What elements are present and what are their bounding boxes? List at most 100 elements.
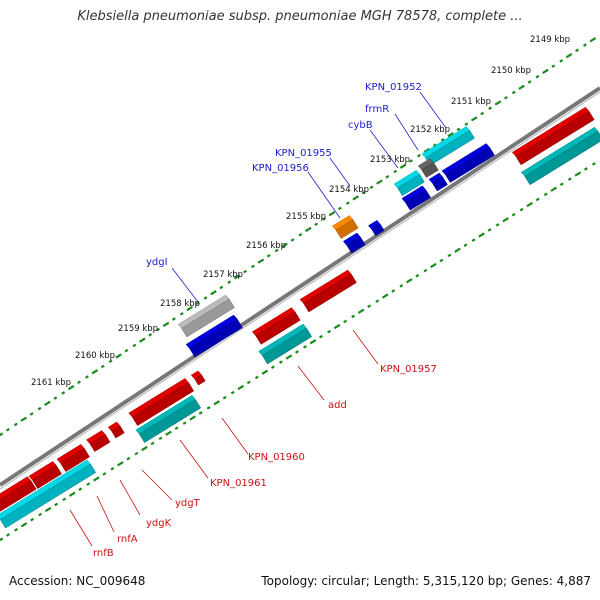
axis-tick (526, 201, 534, 208)
axis-tick (246, 380, 251, 385)
axis-tick (432, 143, 437, 147)
backbone-highlight (0, 91, 600, 490)
leader-line-3 (329, 157, 351, 187)
leader-line-12 (96, 495, 115, 533)
axis-tick (343, 319, 348, 324)
axis-tick (511, 90, 516, 95)
axis-tick (251, 264, 255, 269)
axis-tick (186, 305, 194, 312)
axis-tick (494, 100, 502, 106)
gene-ydgi-face (189, 318, 243, 358)
axis-tick (518, 84, 525, 90)
axis-tick (91, 369, 99, 375)
axis-tick (542, 68, 549, 75)
gene-kpn01956 (368, 220, 385, 236)
axis-tick (550, 186, 558, 192)
axis-tick (134, 451, 139, 456)
axis-tick (328, 211, 336, 217)
axis-tick (456, 127, 461, 132)
axis-tick (233, 274, 241, 280)
tick-label-6: 2155 kbp (286, 212, 326, 222)
gene-right-rev (511, 106, 595, 166)
axis-tick (478, 232, 485, 238)
axis-tick (303, 345, 307, 349)
axis-tick (351, 314, 356, 319)
accession-text: Accession: NC_009648 (9, 574, 146, 588)
gene-frmr-fwd-face (432, 176, 448, 192)
axis-tick (132, 343, 137, 348)
gene-rnf-cds (0, 459, 97, 529)
axis-tick (333, 323, 341, 330)
lower-tick-axis (0, 162, 596, 542)
axis-tick (375, 299, 380, 303)
tick-label-10: 2159 kbp (118, 324, 158, 334)
axis-tick (488, 106, 493, 111)
gene-cybb-cds (393, 170, 425, 196)
axis-tick (44, 400, 51, 406)
leader-line-1 (394, 113, 419, 151)
axis-tick (503, 95, 508, 100)
axis-tick (210, 290, 217, 296)
gene-ydgt (107, 421, 125, 439)
topology-text: Topology: circular; Length: 5,315,120 bp… (261, 574, 591, 588)
gene-frmr (417, 158, 439, 178)
axis-tick (62, 497, 67, 502)
gene-label-bottom-1: add (328, 400, 347, 411)
axis-tick (206, 406, 211, 410)
axis-tick (527, 80, 532, 84)
axis-tick (195, 301, 200, 306)
gene-ydgi-pseudo-face (181, 298, 235, 338)
leader-line-11 (119, 479, 141, 516)
gene-cybb (401, 185, 431, 211)
axis-tick (519, 207, 524, 212)
tick-label-9: 2158 kbp (160, 299, 200, 309)
axis-tick (511, 212, 516, 217)
axis-tick (439, 258, 444, 263)
gene-kpn01957 (299, 269, 357, 313)
axis-tick (213, 400, 220, 406)
axis-tick (5, 427, 10, 432)
axis-tick (406, 278, 413, 284)
axis-tick (399, 284, 404, 288)
axis-tick (319, 334, 323, 339)
gene-label-bottom-3: KPN_01961 (210, 478, 267, 489)
axis-tick (430, 262, 437, 269)
axis-tick (463, 243, 468, 247)
axis-tick (86, 482, 91, 486)
leader-line-7 (297, 365, 325, 401)
gene-rnfb (28, 461, 62, 489)
axis-tick (141, 445, 148, 452)
gene-label-top-3: KPN_01955 (275, 148, 332, 159)
leader-line-8 (221, 417, 249, 455)
upper-tick-axis (0, 37, 597, 437)
axis-tick (314, 222, 319, 226)
axis-tick (357, 308, 365, 314)
gene-right-cds-face (524, 130, 600, 186)
axis-tick (345, 201, 350, 205)
gene-ydgt-face (111, 425, 125, 439)
axis-tick (0, 432, 4, 437)
gene-ydgk (86, 430, 111, 452)
axis-tick (423, 268, 428, 273)
tick-label-8: 2157 kbp (203, 270, 243, 280)
axis-tick (124, 348, 129, 353)
axis-tick (304, 226, 312, 233)
gene-ydgi (185, 314, 243, 358)
axis-tick (30, 517, 35, 522)
gene-label-bottom-5: ydgK (146, 518, 172, 529)
axis-tick (53, 396, 58, 400)
axis-tick (44, 506, 52, 513)
gene-label-bottom-0: KPN_01957 (380, 364, 437, 375)
axis-tick (583, 167, 588, 171)
axis-tick (391, 289, 396, 293)
gene-frmr-fwd (428, 172, 448, 192)
leader-line-9 (179, 439, 209, 479)
gene-trna (331, 215, 359, 239)
axis-tick (309, 339, 317, 345)
tick-label-4: 2153 kbp (370, 155, 410, 165)
axis-tick (203, 296, 208, 300)
axis-tick (230, 390, 235, 395)
axis-tick (219, 285, 224, 290)
gene-label-bottom-6: rnfA (117, 534, 138, 545)
genome-backbone (0, 86, 600, 490)
